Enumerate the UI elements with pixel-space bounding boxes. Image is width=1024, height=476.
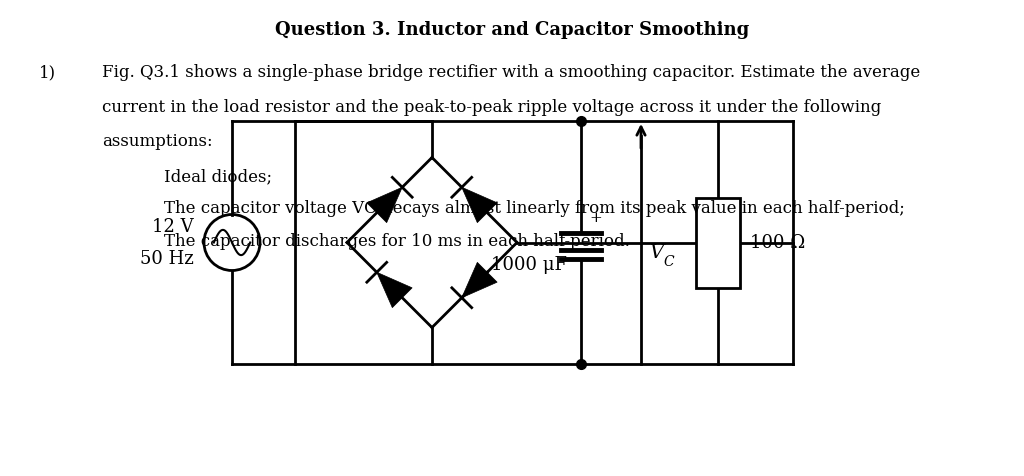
Text: The capacitor voltage VC decays almost linearly from its peak value in each half: The capacitor voltage VC decays almost l… [164,200,904,217]
Text: 1): 1) [39,64,56,81]
Text: Question 3. Inductor and Capacitor Smoothing: Question 3. Inductor and Capacitor Smoot… [274,21,750,40]
Text: current in the load resistor and the peak-to-peak ripple voltage across it under: current in the load resistor and the pea… [102,99,882,116]
Text: 50 Hz: 50 Hz [140,250,194,268]
Bar [696,198,740,288]
Text: The capacitor discharges for 10 ms in each half-period.: The capacitor discharges for 10 ms in ea… [164,232,630,249]
Text: C: C [663,254,674,268]
Polygon shape [377,273,412,308]
Text: 1000 μF: 1000 μF [490,256,567,274]
Polygon shape [367,188,402,223]
Text: assumptions:: assumptions: [102,133,213,150]
Text: 100 Ω: 100 Ω [750,234,805,252]
Text: Fig. Q3.1 shows a single-phase bridge rectifier with a smoothing capacitor. Esti: Fig. Q3.1 shows a single-phase bridge re… [102,64,921,81]
Polygon shape [462,263,497,298]
Polygon shape [462,188,497,223]
Text: V: V [649,244,664,262]
Text: Ideal diodes;: Ideal diodes; [164,168,271,185]
Text: 12 V: 12 V [153,218,194,236]
Text: +: + [589,211,602,225]
